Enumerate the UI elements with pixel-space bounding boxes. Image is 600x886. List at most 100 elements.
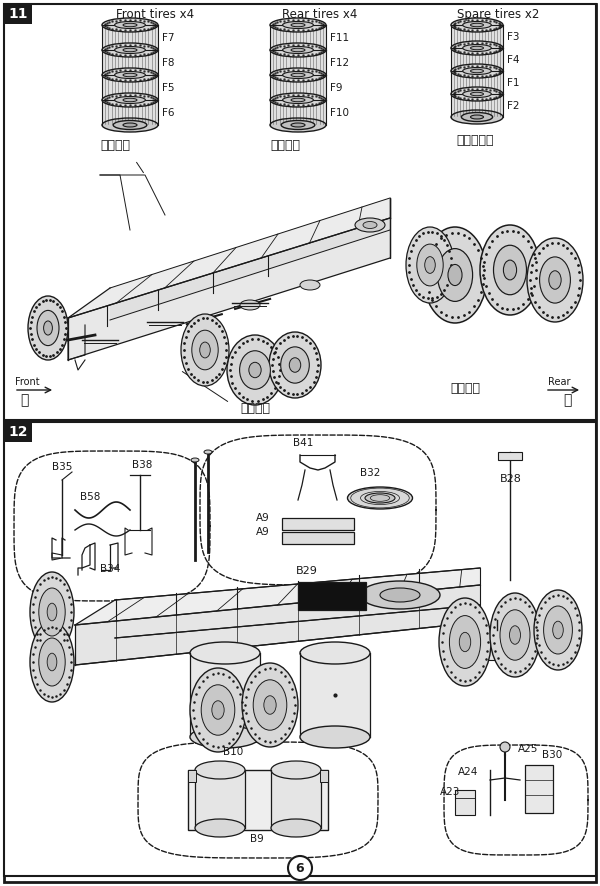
Ellipse shape	[281, 120, 315, 129]
Text: B41: B41	[293, 438, 313, 448]
Bar	[4, 422, 32, 442]
Ellipse shape	[190, 668, 246, 752]
Text: A9: A9	[256, 513, 270, 523]
Ellipse shape	[240, 300, 260, 310]
Text: B10: B10	[223, 747, 243, 757]
Ellipse shape	[102, 93, 158, 107]
Ellipse shape	[347, 487, 413, 509]
Ellipse shape	[270, 68, 326, 82]
Ellipse shape	[463, 21, 491, 28]
Polygon shape	[75, 568, 480, 625]
Bar	[4, 4, 596, 420]
Ellipse shape	[200, 342, 210, 358]
Ellipse shape	[283, 97, 313, 104]
Text: 後側４輪: 後側４輪	[270, 138, 300, 152]
Ellipse shape	[102, 118, 158, 132]
Ellipse shape	[406, 227, 454, 303]
Bar	[4, 4, 32, 24]
Bar	[451, 25, 503, 48]
Text: F12: F12	[330, 58, 349, 67]
Ellipse shape	[451, 110, 503, 124]
Text: F11: F11	[330, 33, 349, 43]
Polygon shape	[75, 585, 480, 665]
Ellipse shape	[451, 18, 503, 32]
Bar	[102, 75, 158, 100]
Ellipse shape	[102, 43, 158, 57]
Ellipse shape	[500, 610, 530, 660]
Text: A25: A25	[518, 744, 538, 754]
Ellipse shape	[269, 332, 321, 398]
Text: F3: F3	[507, 32, 520, 42]
Text: F5: F5	[162, 82, 175, 92]
Text: F7: F7	[162, 33, 175, 43]
Ellipse shape	[539, 257, 571, 303]
Ellipse shape	[291, 48, 305, 51]
Ellipse shape	[191, 458, 199, 462]
Ellipse shape	[123, 98, 137, 102]
Ellipse shape	[190, 726, 260, 748]
Text: F6: F6	[162, 107, 175, 118]
Ellipse shape	[283, 72, 313, 79]
Text: B30: B30	[542, 750, 562, 760]
Text: F10: F10	[330, 107, 349, 118]
Ellipse shape	[425, 257, 435, 274]
Text: 前: 前	[20, 393, 28, 407]
Ellipse shape	[470, 92, 484, 96]
Text: 後側４輪: 後側４輪	[450, 382, 480, 394]
Polygon shape	[271, 770, 321, 828]
Ellipse shape	[423, 227, 487, 323]
Ellipse shape	[363, 222, 377, 229]
Ellipse shape	[527, 238, 583, 322]
Text: A23: A23	[440, 787, 460, 797]
Ellipse shape	[123, 48, 137, 51]
Ellipse shape	[463, 67, 491, 74]
Text: Front tires x4: Front tires x4	[116, 7, 194, 20]
Circle shape	[500, 742, 510, 752]
Ellipse shape	[123, 23, 137, 27]
Bar	[4, 422, 596, 876]
Ellipse shape	[39, 638, 65, 686]
Ellipse shape	[123, 74, 137, 77]
Text: B32: B32	[360, 468, 380, 478]
Ellipse shape	[47, 603, 57, 621]
Text: 後: 後	[563, 393, 572, 407]
Text: B58: B58	[80, 492, 100, 502]
Text: 6: 6	[296, 861, 304, 874]
Ellipse shape	[448, 264, 462, 285]
Ellipse shape	[242, 663, 298, 747]
Ellipse shape	[283, 46, 313, 53]
Bar	[270, 25, 326, 50]
Ellipse shape	[470, 115, 484, 119]
Ellipse shape	[355, 218, 385, 232]
Bar	[451, 94, 503, 117]
Ellipse shape	[291, 74, 305, 77]
Bar	[451, 48, 503, 71]
Ellipse shape	[281, 346, 310, 383]
Ellipse shape	[195, 819, 245, 837]
Ellipse shape	[271, 819, 321, 837]
Ellipse shape	[190, 642, 260, 664]
Ellipse shape	[470, 23, 484, 27]
Ellipse shape	[451, 87, 503, 101]
Ellipse shape	[270, 93, 326, 107]
Ellipse shape	[115, 72, 145, 79]
Ellipse shape	[102, 18, 158, 32]
Text: 前側４輪: 前側４輪	[100, 138, 130, 152]
Ellipse shape	[459, 633, 471, 652]
Ellipse shape	[470, 46, 484, 50]
Bar	[102, 100, 158, 125]
Bar	[525, 765, 553, 813]
Text: B35: B35	[52, 462, 73, 472]
Ellipse shape	[113, 120, 147, 129]
Ellipse shape	[549, 271, 561, 289]
Text: B34: B34	[100, 564, 121, 574]
Text: F2: F2	[507, 100, 520, 111]
Ellipse shape	[380, 588, 420, 602]
Bar	[298, 582, 366, 610]
Text: B28: B28	[500, 474, 522, 484]
Ellipse shape	[239, 351, 271, 389]
Ellipse shape	[30, 622, 74, 702]
Ellipse shape	[461, 113, 493, 121]
Ellipse shape	[271, 761, 321, 779]
Ellipse shape	[270, 43, 326, 57]
